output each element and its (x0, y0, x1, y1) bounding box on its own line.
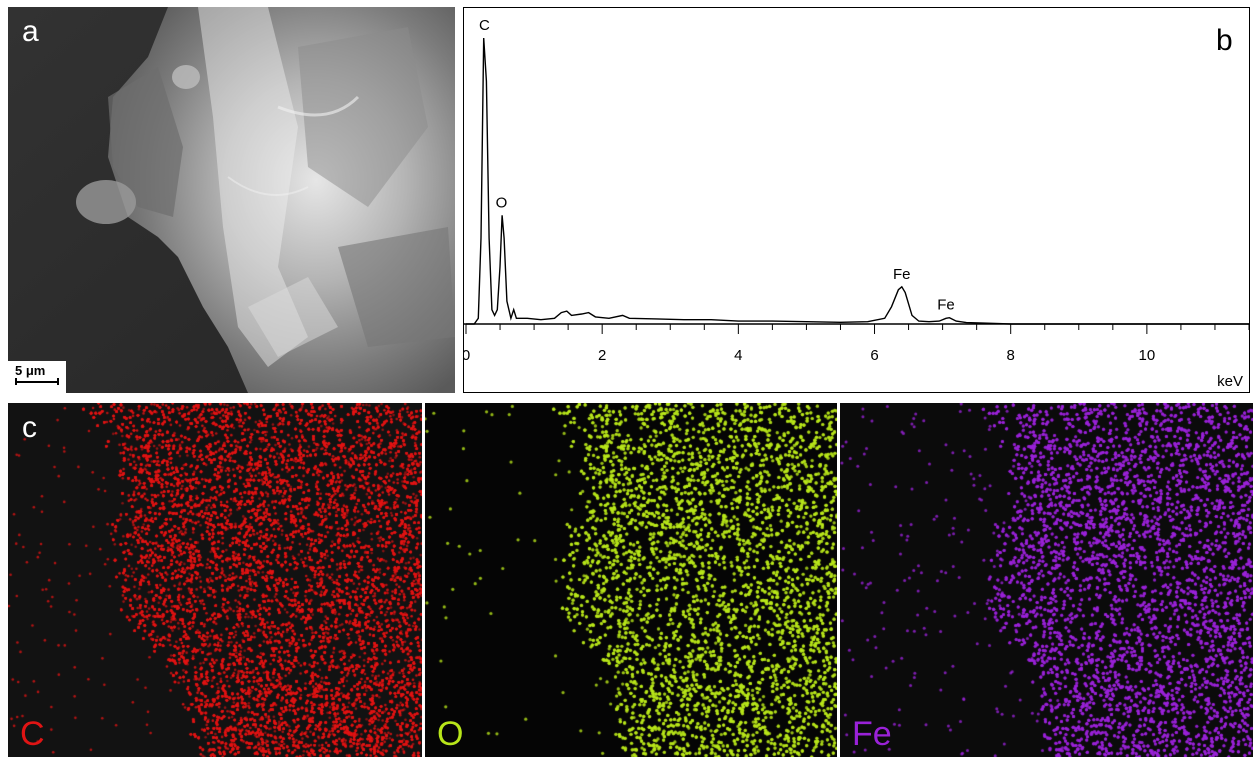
peak-label-fe: Fe (893, 266, 911, 283)
x-axis-label: keV (1217, 373, 1243, 390)
sem-micrograph (8, 7, 455, 393)
elemental-map-fe: Fe (840, 403, 1253, 757)
scale-bar-label: 5 μm (15, 363, 46, 378)
peak-label-c: C (479, 17, 490, 34)
eds-spectrum-panel: 0 2 4 6 8 10 keV C O Fe Fe b (463, 7, 1250, 393)
elemental-map-c: c C (8, 403, 422, 757)
map-label-c: C (20, 715, 45, 753)
peak-label-o: O (496, 194, 508, 211)
sem-image-panel: a 5 μm (8, 7, 455, 393)
map-label-o: O (437, 715, 464, 753)
oxygen-map-canvas (425, 403, 837, 757)
flake-bright-ridge (198, 7, 308, 367)
elemental-map-o: O (425, 403, 837, 757)
eds-spectrum-chart: 0 2 4 6 8 10 keV C O Fe Fe (464, 17, 1249, 390)
x-tick-label: 0 (464, 347, 470, 364)
x-tick-label: 10 (1139, 347, 1156, 364)
spectrum-line (466, 37, 1249, 325)
x-tick-label: 6 (870, 347, 878, 364)
iron-map-canvas (840, 403, 1253, 757)
carbon-map-canvas (8, 403, 422, 757)
x-tick-label: 4 (734, 347, 742, 364)
scale-bar-line (15, 381, 59, 383)
flake-sheet-left (108, 67, 183, 217)
panel-b-letter: b (1216, 24, 1233, 57)
x-tick-label: 2 (598, 347, 606, 364)
panel-c-letter: c (22, 411, 37, 444)
x-tick-label: 8 (1007, 347, 1015, 364)
map-label-fe: Fe (852, 715, 892, 753)
panel-a-letter: a (22, 15, 39, 48)
peak-label-fe: Fe (937, 297, 955, 314)
scale-bar: 5 μm (8, 361, 66, 393)
particle-cluster (76, 180, 136, 224)
